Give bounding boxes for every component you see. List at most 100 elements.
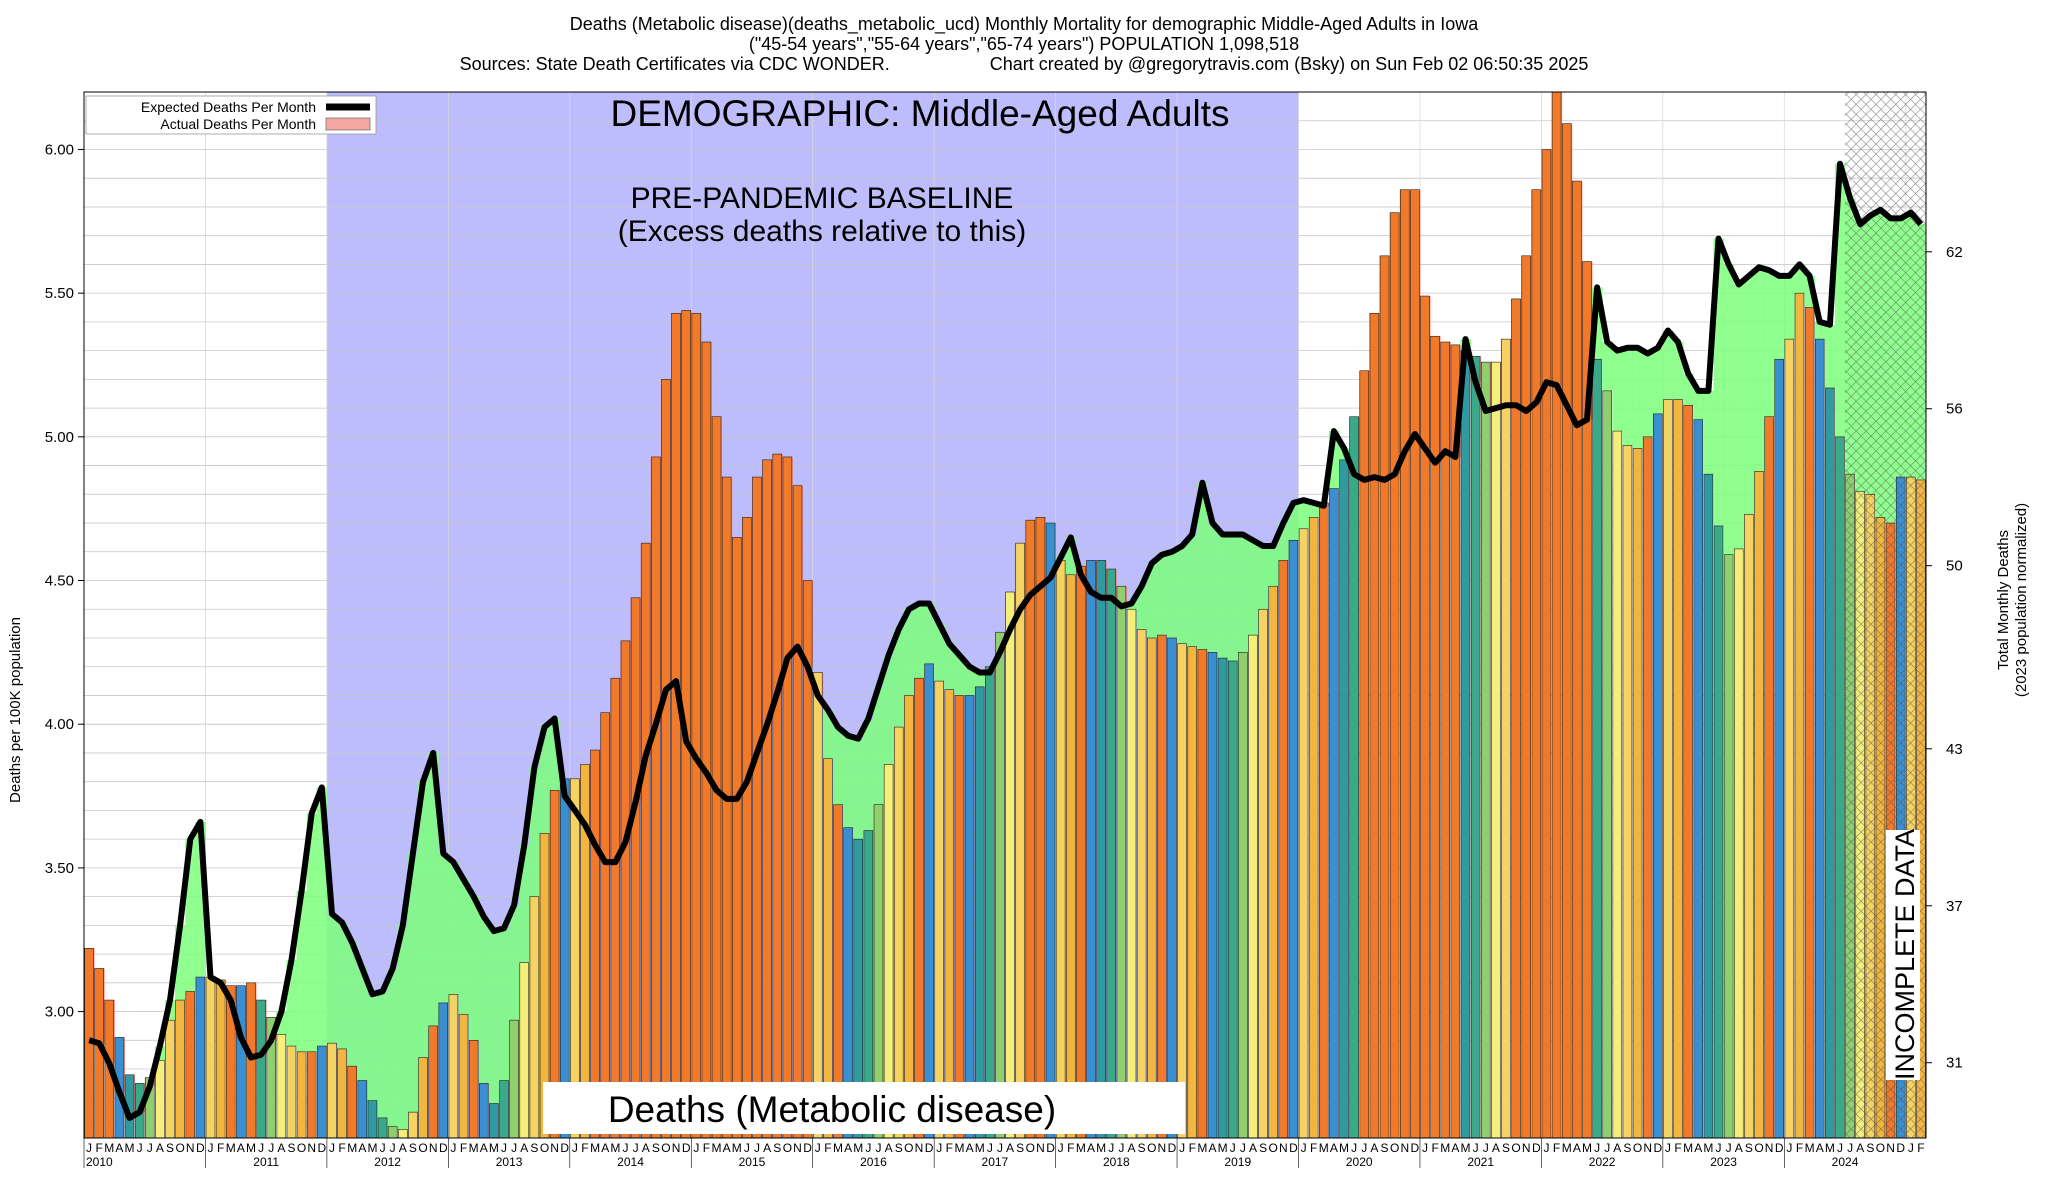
- deficit-area: [934, 623, 945, 682]
- chart-header: Deaths (Metabolic disease)(deaths_metabo…: [0, 14, 2048, 74]
- bar-actual: [1784, 338, 1795, 1139]
- deficit-area: [407, 853, 419, 1113]
- bar-actual: [1258, 608, 1268, 1139]
- bar-actual: [1319, 502, 1329, 1139]
- bar-actual: [1511, 298, 1521, 1139]
- bar-actual: [762, 459, 772, 1139]
- x-month-label: J: [1908, 1141, 1914, 1155]
- x-month-label: J: [1716, 1141, 1722, 1155]
- bar-actual: [711, 416, 722, 1139]
- x-year-label: 2013: [496, 1155, 523, 1169]
- x-month-label: D: [1896, 1141, 1905, 1155]
- bar-actual: [1693, 419, 1704, 1139]
- x-month-label: M: [975, 1141, 985, 1155]
- x-month-label: D: [439, 1141, 448, 1155]
- bar-actual: [165, 1019, 175, 1139]
- bar-actual: [1106, 568, 1117, 1139]
- deficit-area: [1733, 284, 1745, 549]
- deficit-area: [903, 609, 915, 696]
- x-month-label: J: [1108, 1141, 1114, 1155]
- deficit-area: [549, 718, 561, 791]
- bar-actual: [1592, 358, 1602, 1139]
- bar-actual: [1754, 471, 1764, 1139]
- deficit-area: [1187, 534, 1198, 647]
- x-month-label: M: [246, 1141, 256, 1155]
- x-month-label: A: [1573, 1141, 1581, 1155]
- deficit-area: [529, 767, 540, 897]
- credit-text: Chart created by @gregorytravis.com (Bsk…: [989, 54, 1589, 74]
- deficit-area: [1237, 534, 1249, 653]
- x-month-label: F: [1067, 1141, 1074, 1155]
- bar-actual: [1177, 643, 1187, 1139]
- bar-actual: [1723, 554, 1734, 1139]
- y2-tick-label: 43: [1946, 741, 1963, 758]
- x-year-label: 2016: [860, 1155, 887, 1169]
- x-month-label: D: [1046, 1141, 1055, 1155]
- x-month-label: J: [1594, 1141, 1600, 1155]
- bar-actual: [954, 695, 965, 1139]
- x-month-label: A: [115, 1141, 123, 1155]
- x-month-label: D: [682, 1141, 691, 1155]
- deficit-area: [1824, 324, 1836, 388]
- bar-actual: [1025, 519, 1036, 1139]
- deficit-area: [417, 781, 429, 1058]
- x-month-label: S: [1866, 1141, 1874, 1155]
- x-month-label: J: [997, 1141, 1003, 1155]
- x-month-label: N: [307, 1141, 316, 1155]
- x-month-label: N: [186, 1141, 195, 1155]
- bar-actual: [752, 476, 762, 1139]
- bar-actual: [1683, 404, 1693, 1139]
- x-month-label: S: [1259, 1141, 1267, 1155]
- bar-actual: [1410, 189, 1420, 1139]
- bar-actual: [995, 631, 1005, 1139]
- bar-actual: [428, 1025, 438, 1139]
- x-month-label: F: [96, 1141, 103, 1155]
- x-month-label: D: [1775, 1141, 1784, 1155]
- bar-actual: [1005, 591, 1015, 1139]
- bar-actual: [1217, 657, 1228, 1139]
- deficit-area: [428, 752, 439, 1026]
- deficit-area: [1672, 342, 1684, 400]
- x-month-label: M: [732, 1141, 742, 1155]
- bar-actual: [1632, 448, 1643, 1139]
- x-month-label: O: [783, 1141, 792, 1155]
- x-month-label: J: [208, 1141, 214, 1155]
- x-month-label: F: [1310, 1141, 1317, 1155]
- y2-axis-subtitle: (2023 population normalized): [2013, 503, 2030, 697]
- x-month-label: J: [1483, 1141, 1489, 1155]
- x-month-label: N: [915, 1141, 924, 1155]
- x-month-label: M: [1825, 1141, 1835, 1155]
- deficit-area: [883, 655, 895, 765]
- deficit-area: [316, 787, 328, 1047]
- deficit-area: [1612, 350, 1623, 432]
- x-month-label: D: [1168, 1141, 1177, 1155]
- deficit-area: [468, 896, 480, 1041]
- bar-actual: [1764, 416, 1774, 1139]
- bar-actual: [306, 1051, 317, 1139]
- x-month-label: O: [175, 1141, 184, 1155]
- x-month-label: J: [1351, 1141, 1357, 1155]
- x-month-label: M: [367, 1141, 377, 1155]
- bar-actual: [1501, 338, 1511, 1139]
- x-month-label: M: [1076, 1141, 1086, 1155]
- x-month-label: N: [672, 1141, 681, 1155]
- bar-actual: [1379, 255, 1390, 1139]
- x-month-label: M: [954, 1141, 964, 1155]
- bar-actual: [904, 695, 914, 1139]
- bar-actual: [1157, 634, 1167, 1139]
- deficit-area: [1652, 347, 1664, 414]
- x-month-label: N: [1036, 1141, 1045, 1155]
- deficit-area: [1197, 482, 1208, 650]
- bar-actual: [1329, 488, 1339, 1139]
- x-month-label: M: [712, 1141, 722, 1155]
- bar-actual: [175, 999, 185, 1139]
- bar-actual: [1126, 608, 1137, 1139]
- deficit-area: [478, 916, 490, 1084]
- bar-actual: [1561, 123, 1572, 1139]
- deficit-area: [1156, 554, 1168, 636]
- bar-actual: [1642, 436, 1653, 1139]
- deficit-area: [863, 718, 874, 831]
- bar-actual: [640, 542, 651, 1139]
- bar-actual: [286, 1045, 297, 1139]
- deficit-area: [438, 853, 449, 1003]
